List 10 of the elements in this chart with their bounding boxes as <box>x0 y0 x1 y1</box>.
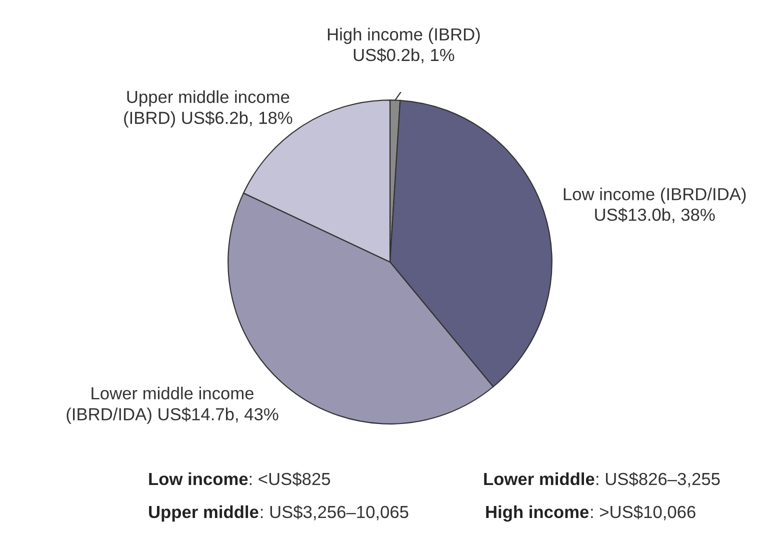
text: Low income: <US$825 <box>149 472 330 486</box>
data-label: US$0.2b, 1% <box>354 48 454 64</box>
slice-label: Upper middle income (IBRD) US$6.2b, 18% <box>124 90 292 128</box>
slice-label: High income (IBRD) <box>328 28 480 44</box>
data-label: US$13.0b, 38% <box>595 208 715 223</box>
text: Upper middle: US$3,256–10,065 <box>149 505 408 522</box>
text: High income: >US$10,066 <box>486 505 696 522</box>
text: Lower middle: US$826–3,255 <box>484 472 720 488</box>
slice-label: Low income (IBRD/IDA) <box>564 188 746 204</box>
slice-label: Lower middle income (IBRD/IDA) US$14.7b, 43% <box>66 386 278 424</box>
